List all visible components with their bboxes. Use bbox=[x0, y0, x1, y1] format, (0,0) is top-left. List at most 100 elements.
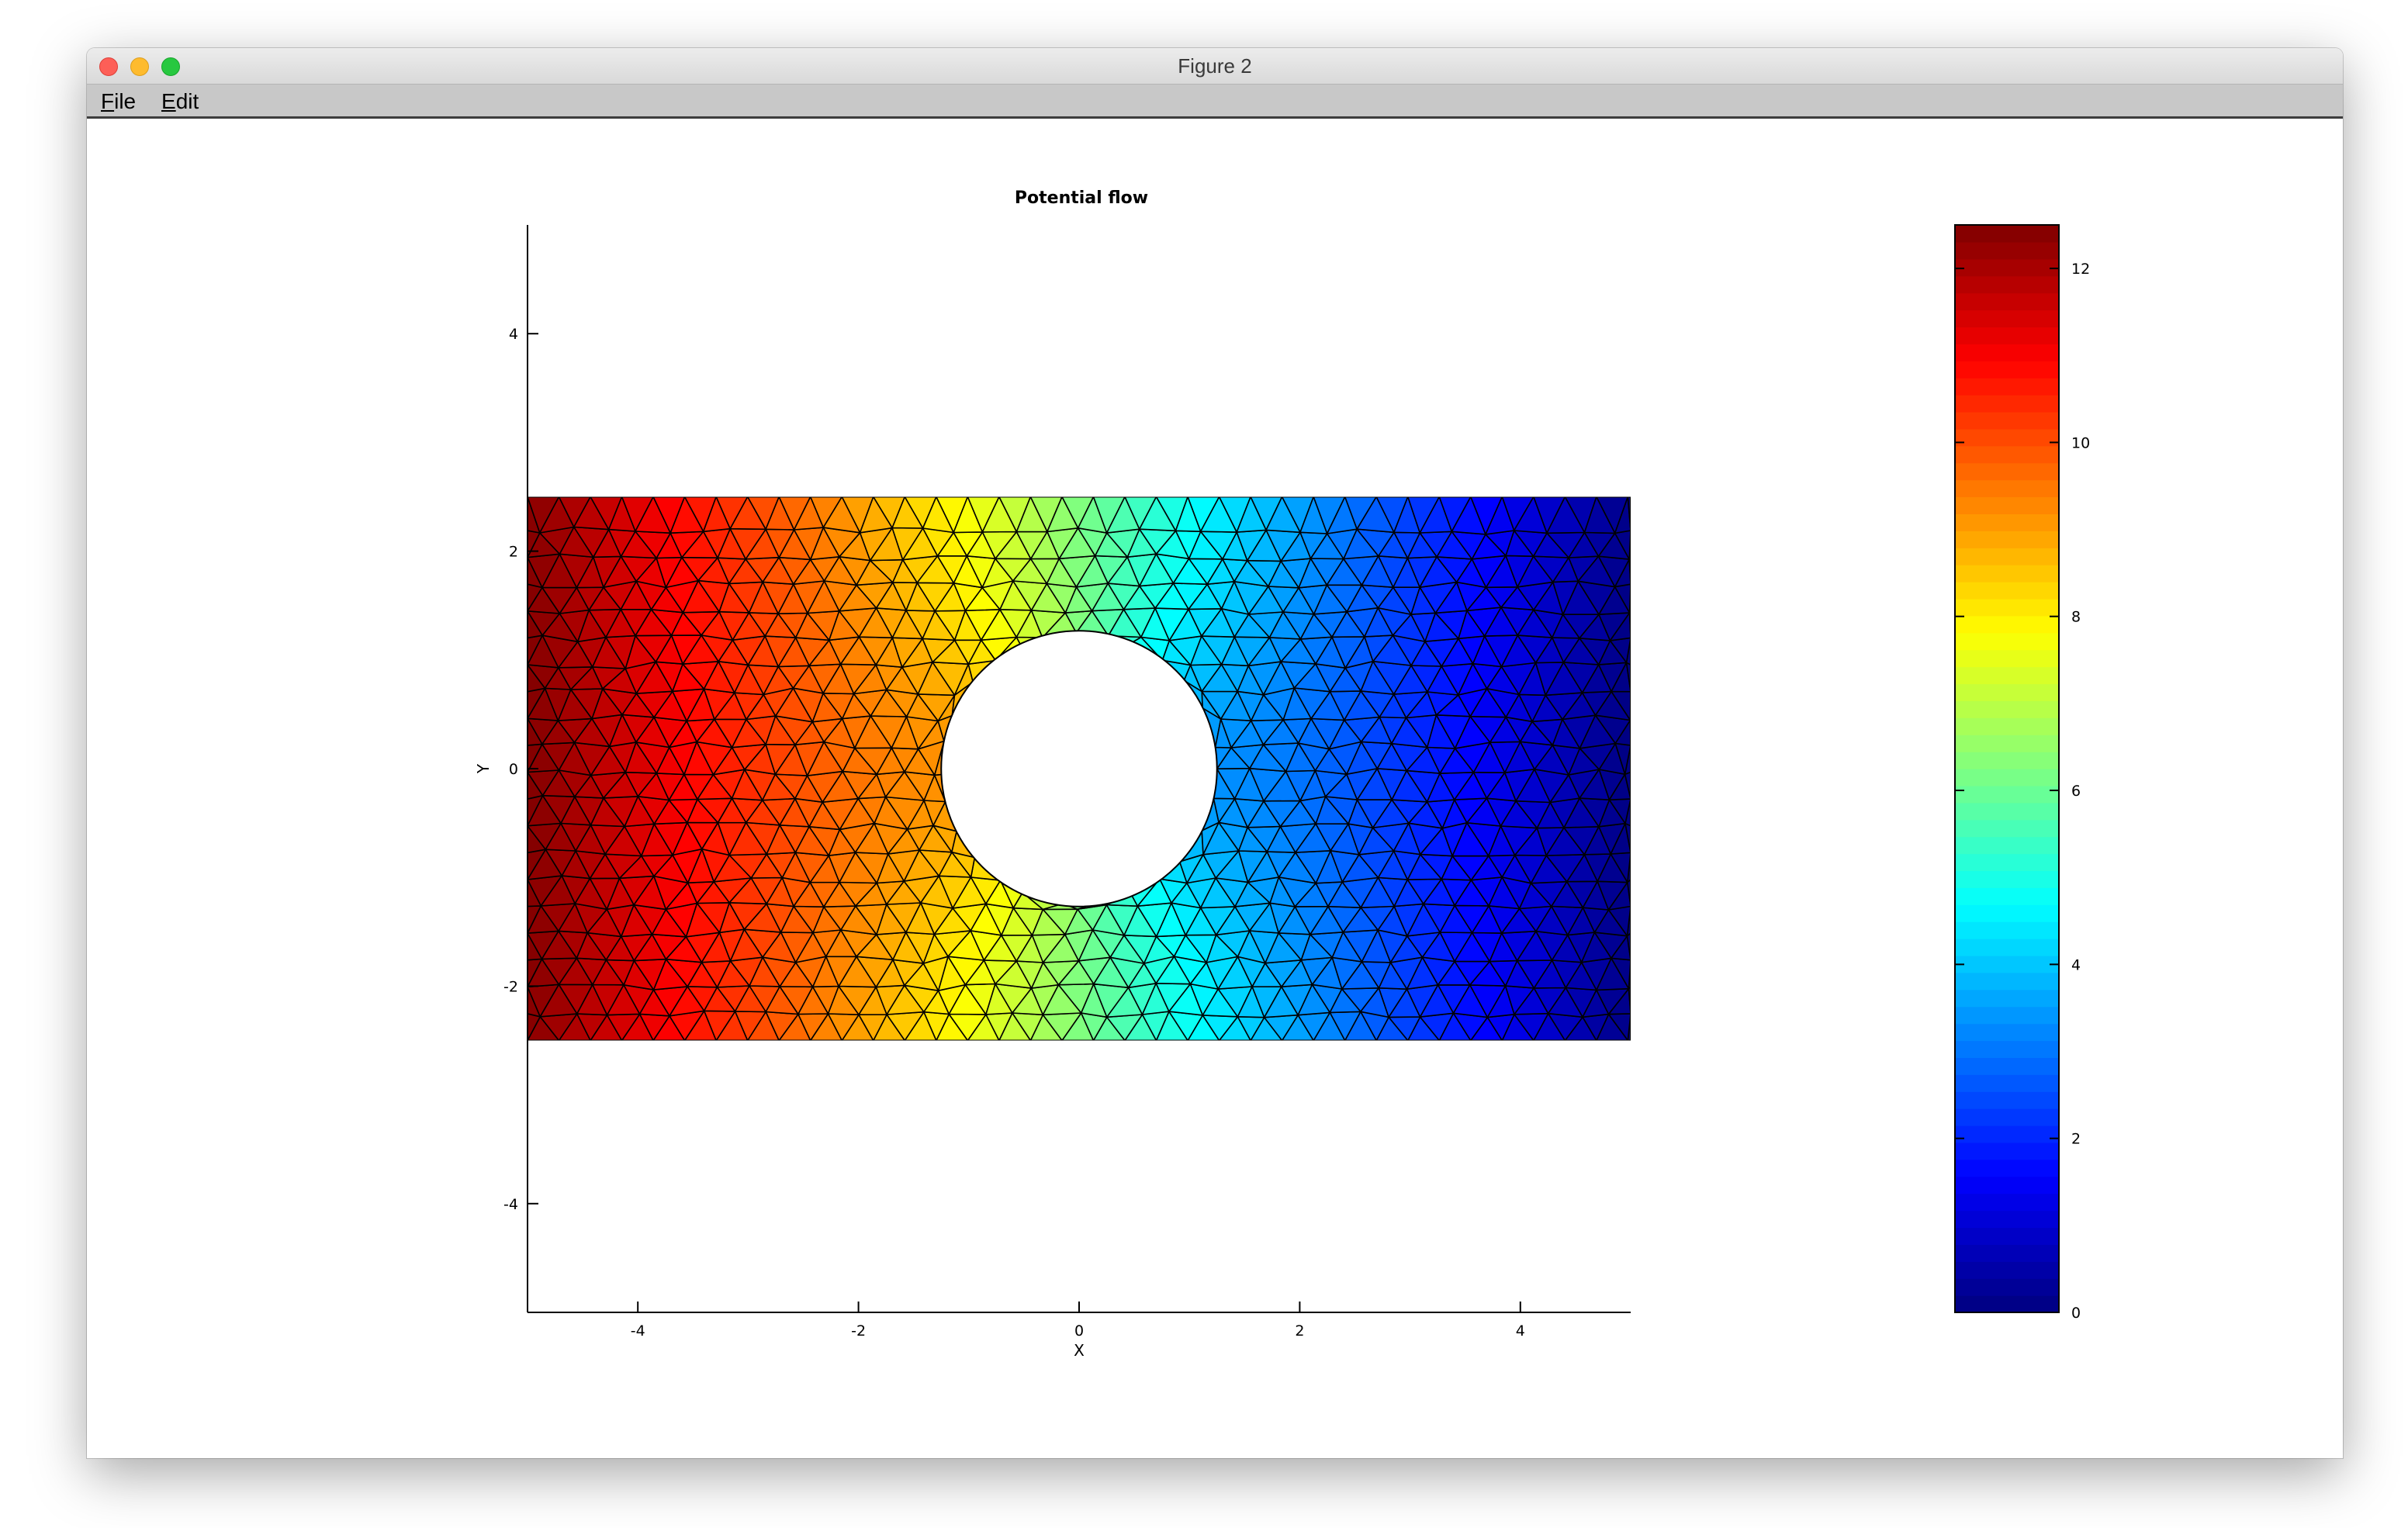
x-tick-label: 2 bbox=[1295, 1322, 1304, 1340]
colorbar-segment bbox=[1955, 819, 2059, 838]
colorbar-segment bbox=[1955, 513, 2059, 531]
colorbar-segment bbox=[1955, 1176, 2059, 1194]
colorbar-segment bbox=[1955, 1193, 2059, 1212]
colorbar-segment bbox=[1955, 1210, 2059, 1229]
menu-edit-mnemonic: E bbox=[161, 89, 176, 113]
colorbar-segment bbox=[1955, 989, 2059, 1008]
colorbar-segment bbox=[1955, 479, 2059, 498]
mesh-surface bbox=[528, 496, 1631, 1041]
zoom-window-button[interactable] bbox=[161, 57, 180, 76]
colorbar-segment bbox=[1955, 1227, 2059, 1245]
colorbar-segment bbox=[1955, 548, 2059, 565]
colorbar-segment bbox=[1955, 258, 2059, 277]
y-tick-label: 0 bbox=[509, 761, 518, 778]
colorbar-frame bbox=[1954, 224, 2060, 1313]
colorbar-tick-label: 10 bbox=[2071, 434, 2090, 451]
colorbar-segment bbox=[1955, 225, 2059, 243]
figure-canvas[interactable]: Potential flow -4 -2 0 2 4 -4 -2 0 2 4 X Y 0 2 4 6 8 10 1… bbox=[87, 48, 2343, 1458]
colorbar-segment bbox=[1955, 955, 2059, 973]
colorbar-segment bbox=[1955, 785, 2059, 804]
colorbar-segment bbox=[1955, 361, 2059, 379]
colorbar-segment bbox=[1955, 972, 2059, 990]
colorbar-segment bbox=[1955, 395, 2059, 413]
x-tick-label: 4 bbox=[1516, 1322, 1525, 1340]
menu-file-label: ile bbox=[114, 89, 137, 113]
colorbar-segment bbox=[1955, 870, 2059, 888]
colorbar-tick-label: 8 bbox=[2071, 609, 2081, 626]
x-axis-label: X bbox=[1074, 1341, 1085, 1360]
colorbar-segment bbox=[1955, 1295, 2059, 1313]
colorbar-segment bbox=[1955, 327, 2059, 344]
colorbar: 0 2 4 6 8 10 12 bbox=[1954, 224, 2090, 1322]
colorbar-segment bbox=[1955, 1244, 2059, 1262]
colorbar-segment bbox=[1955, 615, 2059, 634]
axes: -4 -2 0 2 4 -4 -2 0 2 4 X Y bbox=[474, 225, 1631, 1360]
menu-edit-label: dit bbox=[175, 89, 199, 113]
colorbar-segment bbox=[1955, 632, 2059, 651]
colorbar-segment bbox=[1955, 344, 2059, 361]
colorbar-segment bbox=[1955, 309, 2059, 328]
colorbar-segment bbox=[1955, 939, 2059, 956]
colorbar-segment bbox=[1955, 836, 2059, 855]
x-tick-label: 0 bbox=[1074, 1322, 1084, 1340]
colorbar-segment bbox=[1955, 1261, 2059, 1279]
x-tick-label: -2 bbox=[851, 1322, 866, 1340]
colorbar-segment bbox=[1955, 887, 2059, 905]
colorbar-segment bbox=[1955, 921, 2059, 939]
colorbar-segment bbox=[1955, 1091, 2059, 1109]
colorbar-segment bbox=[1955, 582, 2059, 600]
plot-title: Potential flow bbox=[1015, 188, 1148, 208]
colorbar-segment bbox=[1955, 1278, 2059, 1296]
colorbar-segment bbox=[1955, 1125, 2059, 1143]
colorbar-segment bbox=[1955, 735, 2059, 752]
colorbar-segment bbox=[1955, 598, 2059, 617]
colorbar-segment bbox=[1955, 496, 2059, 515]
colorbar-segment bbox=[1955, 531, 2059, 548]
colorbar-segment bbox=[1955, 565, 2059, 583]
title-bar[interactable]: Figure 2 bbox=[87, 48, 2343, 85]
colorbar-segment bbox=[1955, 1006, 2059, 1025]
close-window-button[interactable] bbox=[99, 57, 118, 76]
colorbar-segment bbox=[1955, 1108, 2059, 1126]
colorbar-segment bbox=[1955, 378, 2059, 396]
colorbar-segment bbox=[1955, 275, 2059, 294]
colorbar-segment bbox=[1955, 666, 2059, 685]
colorbar-segment bbox=[1955, 1040, 2059, 1059]
colorbar-segment bbox=[1955, 292, 2059, 311]
colorbar-segment bbox=[1955, 1057, 2059, 1075]
menu-file[interactable]: File bbox=[101, 88, 136, 116]
colorbar-segment bbox=[1955, 428, 2059, 447]
y-axis-label: Y bbox=[474, 763, 493, 774]
colorbar-segment bbox=[1955, 649, 2059, 668]
colorbar-tick-label: 4 bbox=[2071, 956, 2081, 973]
cylinder-hole bbox=[940, 630, 1218, 907]
colorbar-segment bbox=[1955, 445, 2059, 464]
figure-window: Figure 2 File Edit Potential flow -4 -2 0 2… bbox=[87, 48, 2343, 1458]
window-title: Figure 2 bbox=[1178, 54, 1252, 78]
colorbar-segment bbox=[1955, 700, 2059, 718]
colorbar-segment bbox=[1955, 1159, 2059, 1177]
colorbar-segment bbox=[1955, 904, 2059, 922]
colorbar-tick-label: 2 bbox=[2071, 1131, 2081, 1148]
y-tick-label: 2 bbox=[509, 544, 518, 561]
colorbar-segment bbox=[1955, 1142, 2059, 1160]
colorbar-segment bbox=[1955, 462, 2059, 481]
y-tick-label: 4 bbox=[509, 326, 518, 343]
colorbar-segment bbox=[1955, 752, 2059, 769]
colorbar-segment bbox=[1955, 1074, 2059, 1092]
colorbar-segment bbox=[1955, 683, 2059, 701]
minimize-window-button[interactable] bbox=[130, 57, 149, 76]
colorbar-segment bbox=[1955, 241, 2059, 260]
colorbar-tick-label: 12 bbox=[2071, 261, 2090, 278]
x-tick-label: -4 bbox=[631, 1322, 645, 1340]
colorbar-segment bbox=[1955, 802, 2059, 821]
colorbar-segment bbox=[1955, 717, 2059, 735]
menu-bar: File Edit bbox=[87, 85, 2343, 119]
colorbar-tick-label: 6 bbox=[2071, 783, 2081, 800]
colorbar-tick-label: 0 bbox=[2071, 1305, 2081, 1322]
colorbar-segment bbox=[1955, 853, 2059, 872]
y-tick-label: -2 bbox=[503, 978, 518, 995]
menu-edit[interactable]: Edit bbox=[161, 88, 199, 116]
menu-file-mnemonic: F bbox=[101, 89, 115, 113]
colorbar-segment bbox=[1955, 411, 2059, 430]
